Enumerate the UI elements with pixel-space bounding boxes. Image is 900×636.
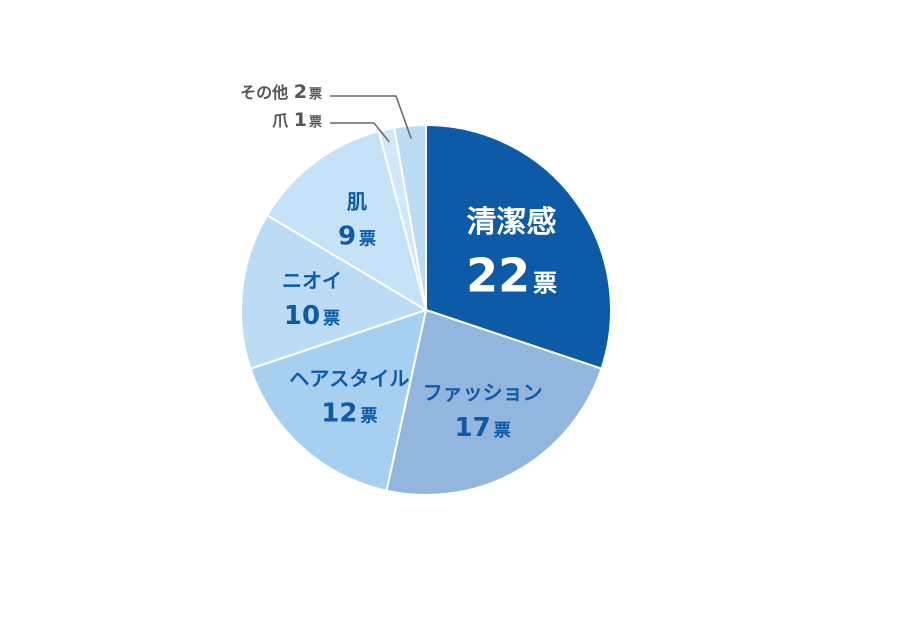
slice-2 (249, 308, 428, 492)
slice-3 (240, 213, 429, 370)
slice-label-value: 12 票 (321, 398, 377, 428)
slice-label-value: 22 票 (466, 248, 557, 302)
slice-label-name: ヘアスタイル (289, 366, 409, 390)
slice-1 (385, 308, 603, 496)
slice-label-name: 清潔感 (467, 205, 557, 240)
slice-label-name: ニオイ (282, 269, 342, 293)
slice-4 (265, 129, 428, 313)
pie-slices (240, 123, 612, 496)
slice-label-value: 10 票 (284, 301, 340, 331)
slice-label-name: 肌 (347, 189, 367, 213)
slice-label-value: 17 票 (455, 413, 511, 443)
slice-6 (393, 123, 427, 311)
slice-label-name: ファッション (423, 381, 543, 405)
leader-line (330, 122, 390, 143)
slice-0 (425, 123, 612, 370)
leader-line (330, 95, 412, 139)
